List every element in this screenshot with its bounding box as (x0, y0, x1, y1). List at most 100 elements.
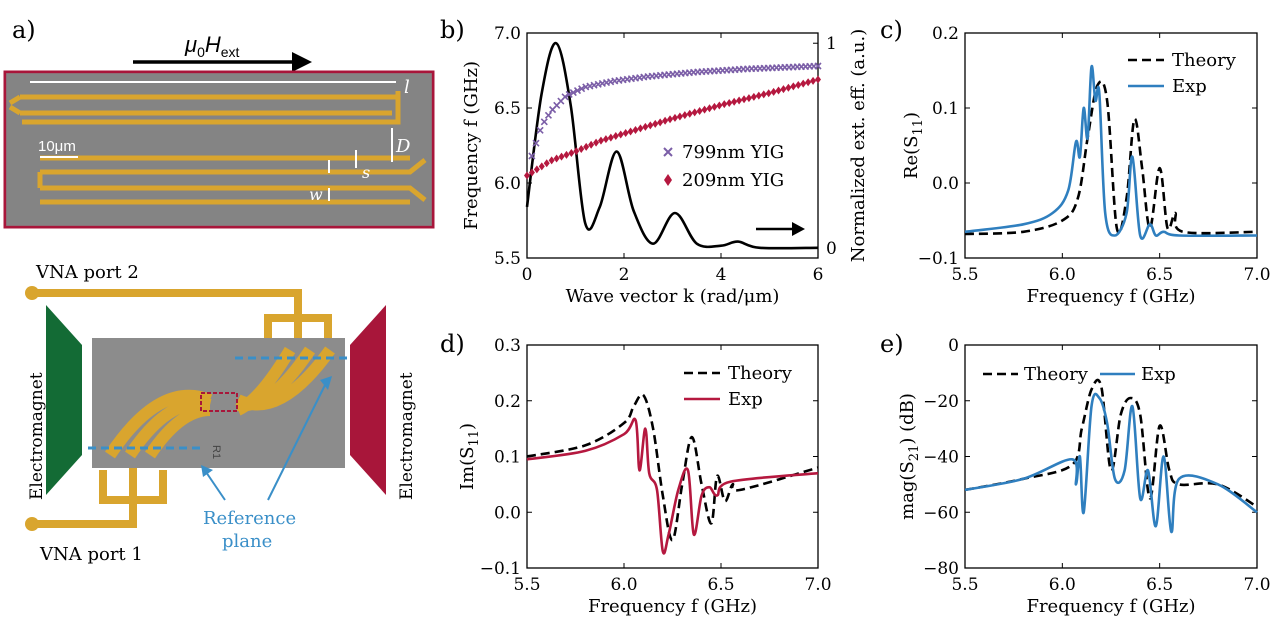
point-799nm (578, 85, 586, 93)
legend-label-799: 799nm YIG (682, 142, 784, 163)
y-tick-label: 6.0 (494, 174, 521, 194)
point-209nm (815, 75, 821, 84)
y2-tick-label: 1 (826, 34, 837, 54)
legend-marker-799 (663, 147, 673, 157)
device-region-box (200, 392, 238, 412)
point-209nm (706, 104, 713, 113)
legend-label-exp: Exp (1141, 364, 1176, 385)
point-799nm (536, 126, 544, 134)
point-209nm (622, 128, 629, 137)
y-tick-label: 5.5 (494, 249, 521, 269)
point-209nm (568, 149, 575, 158)
point-799nm (540, 118, 548, 126)
point-209nm (800, 79, 807, 88)
point-209nm (726, 98, 733, 107)
point-209nm (795, 80, 802, 89)
y-tick-label: −60 (923, 503, 959, 523)
electromagnet-right-label: Electromagnet (397, 372, 417, 500)
x-axis-label: Frequency f (GHz) (1026, 286, 1195, 307)
x-tick-label: 7.0 (1243, 575, 1270, 595)
reference-pointer-right-head (320, 376, 332, 390)
point-209nm (524, 171, 530, 180)
legend-marker-209 (664, 174, 672, 186)
point-209nm (770, 87, 777, 96)
x-tick-label: 7.0 (1243, 265, 1270, 285)
axes-frame (526, 32, 819, 259)
y-tick-label: 6.5 (494, 99, 521, 119)
point-209nm (617, 130, 624, 139)
point-209nm (765, 89, 772, 98)
panel-b: b) 0 2 4 6 5.5 6.0 6.5 7.0 Wave vector k (rad/μm… (440, 16, 869, 307)
x-tick-label: 2 (619, 265, 630, 285)
electromagnet-right (350, 305, 386, 495)
point-209nm (652, 119, 659, 128)
point-209nm (785, 83, 792, 92)
point-799nm (528, 152, 536, 160)
point-209nm (790, 82, 797, 91)
scalebar-label: 10μm (38, 138, 76, 155)
point-209nm (701, 105, 708, 114)
point-209nm (731, 97, 738, 106)
point-799nm (561, 93, 569, 101)
panel-label-a: a) (12, 16, 36, 44)
panel-d: d) 5.5 6.0 6.5 7.0 −0.1 0.0 0.1 0.2 0.3 Frequency… (440, 330, 832, 617)
point-209nm (597, 136, 604, 145)
point-209nm (760, 90, 767, 99)
y-tick-label: 0 (948, 336, 959, 356)
x-tick-label: 6.5 (707, 575, 734, 595)
dim-l-label: l (404, 77, 410, 98)
lower-waveguide (37, 158, 427, 202)
point-209nm (750, 92, 757, 101)
x-axis-label: Wave vector k (rad/μm) (566, 286, 780, 307)
x-tick-label: 5.5 (951, 265, 978, 285)
efficiency-line (525, 41, 819, 250)
point-209nm (755, 91, 762, 100)
y-axis-label: Frequency f (GHz) (461, 61, 482, 230)
y-tick-label: 0.0 (932, 174, 959, 194)
panel-label-e: e) (880, 330, 904, 358)
y-axis-label: Im(S11) (457, 423, 482, 490)
point-209nm (627, 127, 634, 136)
point-209nm (736, 96, 743, 105)
point-209nm (745, 94, 752, 103)
port1-probe (99, 465, 167, 504)
reference-pointer-left (205, 471, 226, 501)
point-209nm (578, 145, 585, 154)
point-209nm (711, 102, 718, 111)
point-209nm (593, 138, 600, 147)
point-209nm (671, 113, 678, 122)
x-tick-label: 6.5 (1146, 575, 1173, 595)
legend-label-209: 209nm YIG (682, 170, 784, 191)
point-209nm (657, 118, 664, 127)
y-tick-label: 0.1 (494, 448, 521, 468)
point-209nm (696, 106, 703, 115)
point-209nm (602, 135, 609, 144)
legend-label: Theory (1172, 50, 1237, 71)
series-line-theory (964, 378, 1258, 508)
y-axis-label: mag(S21) (dB) (897, 393, 922, 520)
dim-s-label: s (362, 163, 370, 182)
series-line-exp (964, 64, 1258, 240)
panel-c: c) 5.5 6.0 6.5 7.0 −0.1 0.0 0.1 0.2 Frequency f … (880, 16, 1271, 307)
electromagnet-left (46, 305, 82, 495)
point-799nm (814, 62, 822, 70)
dim-D-label: D (395, 136, 411, 157)
y-tick-label: −20 (923, 392, 959, 412)
x-tick-label: 5.5 (513, 575, 540, 595)
point-209nm (686, 109, 693, 118)
plot-e: 5.5 6.0 6.5 7.0 −80 −60 −40 −20 0 Frequency f (GH… (897, 336, 1271, 617)
point-209nm (676, 112, 683, 121)
point-209nm (528, 168, 535, 177)
x-tick-label: 6 (813, 265, 824, 285)
panel-e: e) 5.5 6.0 6.5 7.0 −80 −60 −40 −20 0 Frequency f … (880, 330, 1271, 617)
y-tick-label: 0.1 (932, 99, 959, 119)
axes-frame (964, 32, 1258, 259)
y-tick-label: 0.0 (494, 503, 521, 523)
panel-a: a) μ0Hext l D 10μm s w VNA port 2 VNA (3, 16, 435, 565)
point-209nm (558, 152, 565, 161)
x-tick-label: 6.5 (1146, 265, 1173, 285)
y-tick-label: 7.0 (494, 24, 521, 44)
point-209nm (632, 125, 639, 134)
y-tick-label: −0.1 (480, 559, 521, 579)
point-209nm (637, 124, 644, 133)
